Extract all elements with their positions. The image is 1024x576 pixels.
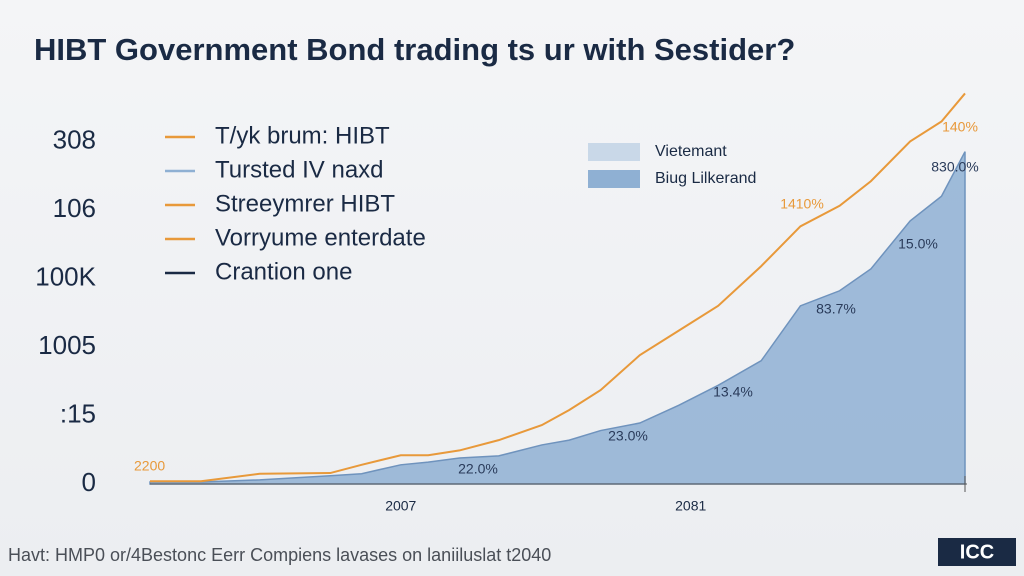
legend-label: T/yk brum: HIBT bbox=[215, 122, 390, 149]
area bbox=[149, 151, 966, 485]
x-tick-label: 2007 bbox=[385, 498, 416, 514]
legend-label: Crantion one bbox=[215, 258, 352, 285]
annotation: 140% bbox=[942, 119, 978, 135]
y-tick-label: 1005 bbox=[38, 330, 96, 360]
y-tick-label: 308 bbox=[53, 124, 96, 154]
annotation: 2200 bbox=[134, 458, 165, 474]
y-tick-label: 106 bbox=[53, 193, 96, 223]
x-tick-label: 2081 bbox=[675, 498, 706, 514]
annotation: 1410% bbox=[780, 196, 824, 212]
annotation: 13.4% bbox=[713, 384, 753, 400]
footer: Havt: HMP0 or/4Bestonc Eerr Compiens lav… bbox=[8, 545, 551, 565]
legend-swatch bbox=[588, 170, 640, 188]
y-tick-label: 0 bbox=[82, 467, 96, 497]
chart-title: HIBT Government Bond trading ts ur with … bbox=[34, 32, 795, 67]
legend-label: Biug Lilkerand bbox=[655, 170, 756, 187]
logo: ICC bbox=[960, 541, 994, 563]
line bbox=[150, 92, 966, 483]
legend-swatch bbox=[588, 143, 640, 161]
legend-label: Vietemant bbox=[655, 143, 727, 160]
y-tick-label: :15 bbox=[60, 398, 96, 428]
legend-label: Vorryume enterdate bbox=[215, 224, 426, 251]
logo-box bbox=[938, 538, 1016, 566]
annotation: 23.0% bbox=[608, 428, 648, 444]
annotation: 83.7% bbox=[816, 301, 856, 317]
legend-label: Tursted IV naxd bbox=[215, 156, 384, 183]
y-tick-label: 100K bbox=[35, 261, 96, 291]
annotation: 830.0% bbox=[931, 159, 978, 175]
legend-label: Streeymrer HIBT bbox=[215, 190, 395, 217]
annotation: 22.0% bbox=[458, 461, 498, 477]
annotation: 15.0% bbox=[898, 236, 938, 252]
